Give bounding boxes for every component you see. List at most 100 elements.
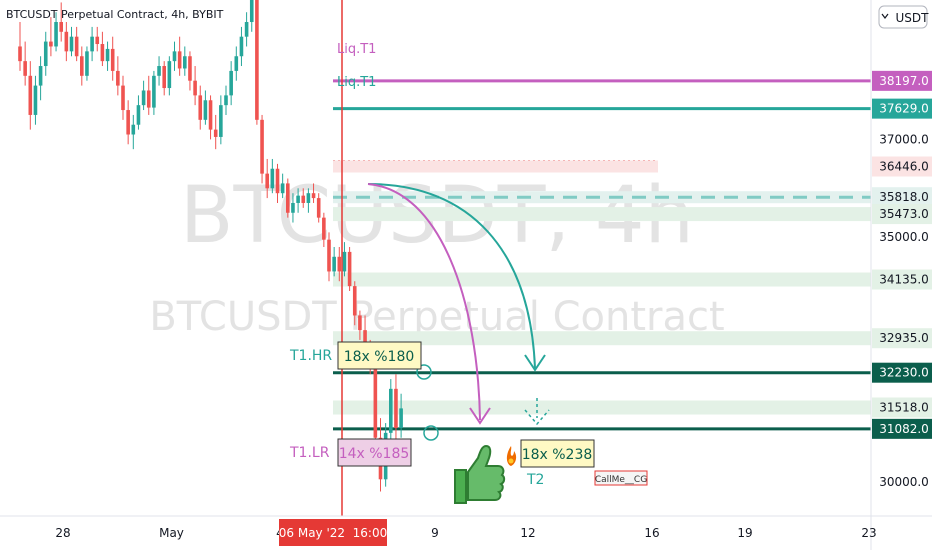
candle-body [358, 315, 362, 331]
t2-box-text: 18x %238 [522, 447, 593, 463]
teal-arrowhead-icon [524, 354, 546, 372]
candle-body [193, 80, 197, 96]
candle-body [306, 193, 311, 203]
price-levels [333, 79, 871, 431]
candle-body [105, 48, 110, 62]
t2-box [520, 439, 595, 468]
support-band [333, 331, 871, 346]
candle-body [152, 75, 156, 108]
candle-body [110, 48, 115, 71]
candle-body [296, 195, 300, 203]
price-level-badge [872, 70, 932, 91]
candle-body [352, 286, 357, 316]
chart-title: BTCUSDT Perpetual Contract, 4h, BYBIT [6, 8, 224, 21]
candle-body [85, 51, 89, 76]
candle-body [280, 183, 285, 194]
t1-hr-label: T1.HR [289, 348, 332, 364]
candle-body [162, 66, 166, 89]
author-tag [594, 470, 648, 486]
candle-body [54, 22, 58, 47]
y-tick-label: 37000.0 [879, 132, 929, 146]
currency-button[interactable]: USDT [878, 5, 929, 29]
candle-body [198, 95, 203, 120]
candle-body [100, 44, 105, 62]
candle-body [301, 195, 306, 203]
fire-icon [506, 446, 517, 466]
candle-body [208, 100, 213, 130]
candle-body [141, 90, 146, 106]
candle-body [136, 105, 141, 125]
candle-body [23, 61, 27, 76]
entry-circle-low [423, 425, 439, 441]
candle-body [90, 36, 94, 52]
t2-label: T2 [526, 472, 544, 488]
price-level-label: 37629.0 [879, 102, 929, 116]
candle-body [389, 388, 393, 433]
candle-body [203, 100, 208, 120]
support-band [333, 207, 871, 222]
x-tick-label: May [159, 526, 184, 540]
support-band [333, 400, 871, 415]
candle-body [28, 75, 33, 115]
candle-body [33, 85, 38, 115]
price-level-badge [872, 98, 932, 119]
price-level-badge [872, 418, 932, 439]
x-tick-label: 28 [55, 526, 70, 540]
candle-body [255, 0, 259, 120]
price-level-label: 36446.0 [879, 159, 929, 173]
candle-body [311, 193, 316, 199]
x-tick-label: 9 [431, 526, 439, 540]
candle-body [399, 408, 403, 428]
candle-body [394, 388, 398, 428]
candle-body [126, 110, 130, 135]
candle-body [270, 168, 275, 189]
candle-body [260, 119, 264, 174]
candle-body [18, 46, 22, 62]
candle-body [224, 95, 228, 106]
candle-body [244, 22, 249, 37]
price-level-badge [872, 328, 932, 349]
candle-body [172, 51, 177, 62]
liq-t1-bottom-label: Liq.T1 [337, 75, 376, 90]
entry-circle-high [416, 364, 432, 380]
liq-t1-top-label: Liq.T1 [337, 42, 376, 57]
crosshair-date-label: 06 May '22 16:00 [279, 526, 388, 540]
t1-hr-box [337, 341, 422, 370]
candle-body [219, 105, 223, 137]
candle-body [131, 124, 136, 135]
candle-body [327, 239, 331, 272]
price-level-label: 32935.0 [879, 331, 929, 345]
candle-body [121, 85, 125, 111]
price-level-label: 32230.0 [879, 366, 929, 380]
price-level-badge [872, 204, 932, 225]
candle-body [291, 202, 295, 213]
candle-body [373, 369, 378, 438]
price-level-label: 38197.0 [879, 74, 929, 88]
y-tick-label: 35000.0 [879, 230, 929, 244]
candle-body [213, 129, 218, 137]
price-level-label: 35473.0 [879, 207, 929, 221]
candle-body [95, 36, 100, 45]
candle-body [59, 22, 63, 32]
price-level-label: 31518.0 [879, 401, 929, 415]
candle-body [49, 41, 53, 47]
x-tick-label: 16 [644, 526, 659, 540]
time-axis[interactable]: 28May4912161923 06 May '22 16:00 [0, 515, 932, 550]
candle-body [69, 36, 74, 52]
price-axis[interactable]: 30000.0 35000.0 37000.0 38197.0 37629.0 3644… [870, 0, 932, 516]
candle-body [157, 66, 161, 76]
candle-body [188, 56, 192, 81]
candlestick-series [18, 0, 403, 492]
purple-arrowhead-icon [469, 407, 491, 425]
candle-body [38, 66, 43, 86]
candle-body [177, 51, 182, 69]
candle-body [316, 198, 321, 218]
candle-body [337, 256, 342, 272]
candle-body [347, 251, 352, 287]
candle-body [64, 31, 69, 52]
candle-body [183, 56, 187, 69]
price-level-badge [872, 187, 932, 208]
author-tag-text: CallMe__CG [595, 475, 647, 485]
